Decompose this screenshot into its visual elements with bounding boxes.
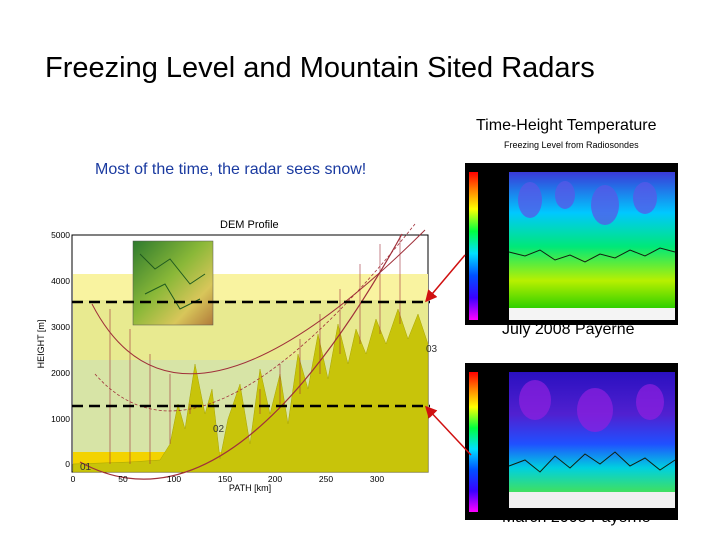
dem-ylabel: HEIGHT [m] <box>36 320 46 369</box>
march-bottom-strip <box>509 492 675 508</box>
march-cold-cells <box>519 380 664 432</box>
x-tick: 150 <box>218 474 232 484</box>
beam-lower <box>91 229 426 375</box>
arrow-march <box>424 405 472 456</box>
july-caption: July 2008 Payerne <box>502 321 635 338</box>
july-bottom-strip <box>509 308 675 320</box>
march-caption: March 2008 Payerne <box>502 509 651 526</box>
slide-title: Freezing Level and Mountain Sited Radars <box>45 52 595 84</box>
x-tick: 250 <box>319 474 333 484</box>
beam-dashed <box>94 223 416 412</box>
y-tick: 4000 <box>51 276 70 286</box>
july-freezing-contour <box>508 247 676 263</box>
march-colorbar <box>469 372 478 512</box>
dem-profile-figure: DEM Profile 0 1000 2000 3000 4000 5000 H… <box>36 219 438 493</box>
marker-o1: 01 <box>80 462 92 473</box>
july-cold-cells <box>518 181 657 225</box>
beam-verticals <box>109 236 401 464</box>
marker-o3: 03 <box>426 344 438 355</box>
map-relief <box>139 253 206 310</box>
band-upper <box>73 274 428 300</box>
snow-note: Most of the time, the radar sees snow! <box>95 161 367 178</box>
y-tick: 5000 <box>51 230 70 240</box>
arrow-july <box>425 254 466 303</box>
time-height-title: Time-Height Temperature <box>476 117 657 134</box>
y-tick: 1000 <box>51 414 70 424</box>
terrain-profile <box>72 308 429 473</box>
july-colorbar <box>469 172 478 320</box>
dem-title: DEM Profile <box>220 219 279 231</box>
x-tick: 100 <box>167 474 181 484</box>
dem-xlabel: PATH [km] <box>229 483 271 493</box>
arrows-layer <box>424 254 472 456</box>
march-freezing-contour <box>508 451 676 473</box>
beam-upper <box>79 233 403 480</box>
x-tick: 50 <box>118 474 128 484</box>
time-height-panels <box>465 163 678 520</box>
marker-o2: 02 <box>213 424 225 435</box>
y-tick: 2000 <box>51 368 70 378</box>
dem-inset-map <box>132 240 214 326</box>
y-tick: 3000 <box>51 322 70 332</box>
y-tick: 0 <box>65 459 70 469</box>
time-height-subtitle: Freezing Level from Radiosondes <box>504 140 639 150</box>
x-tick: 0 <box>71 474 76 484</box>
x-tick: 300 <box>370 474 384 484</box>
x-tick: 200 <box>268 474 282 484</box>
dem-y-ticks: 0 1000 2000 3000 4000 5000 <box>51 230 70 469</box>
dem-x-ticks: 0 50 100 150 200 250 300 <box>71 474 385 484</box>
